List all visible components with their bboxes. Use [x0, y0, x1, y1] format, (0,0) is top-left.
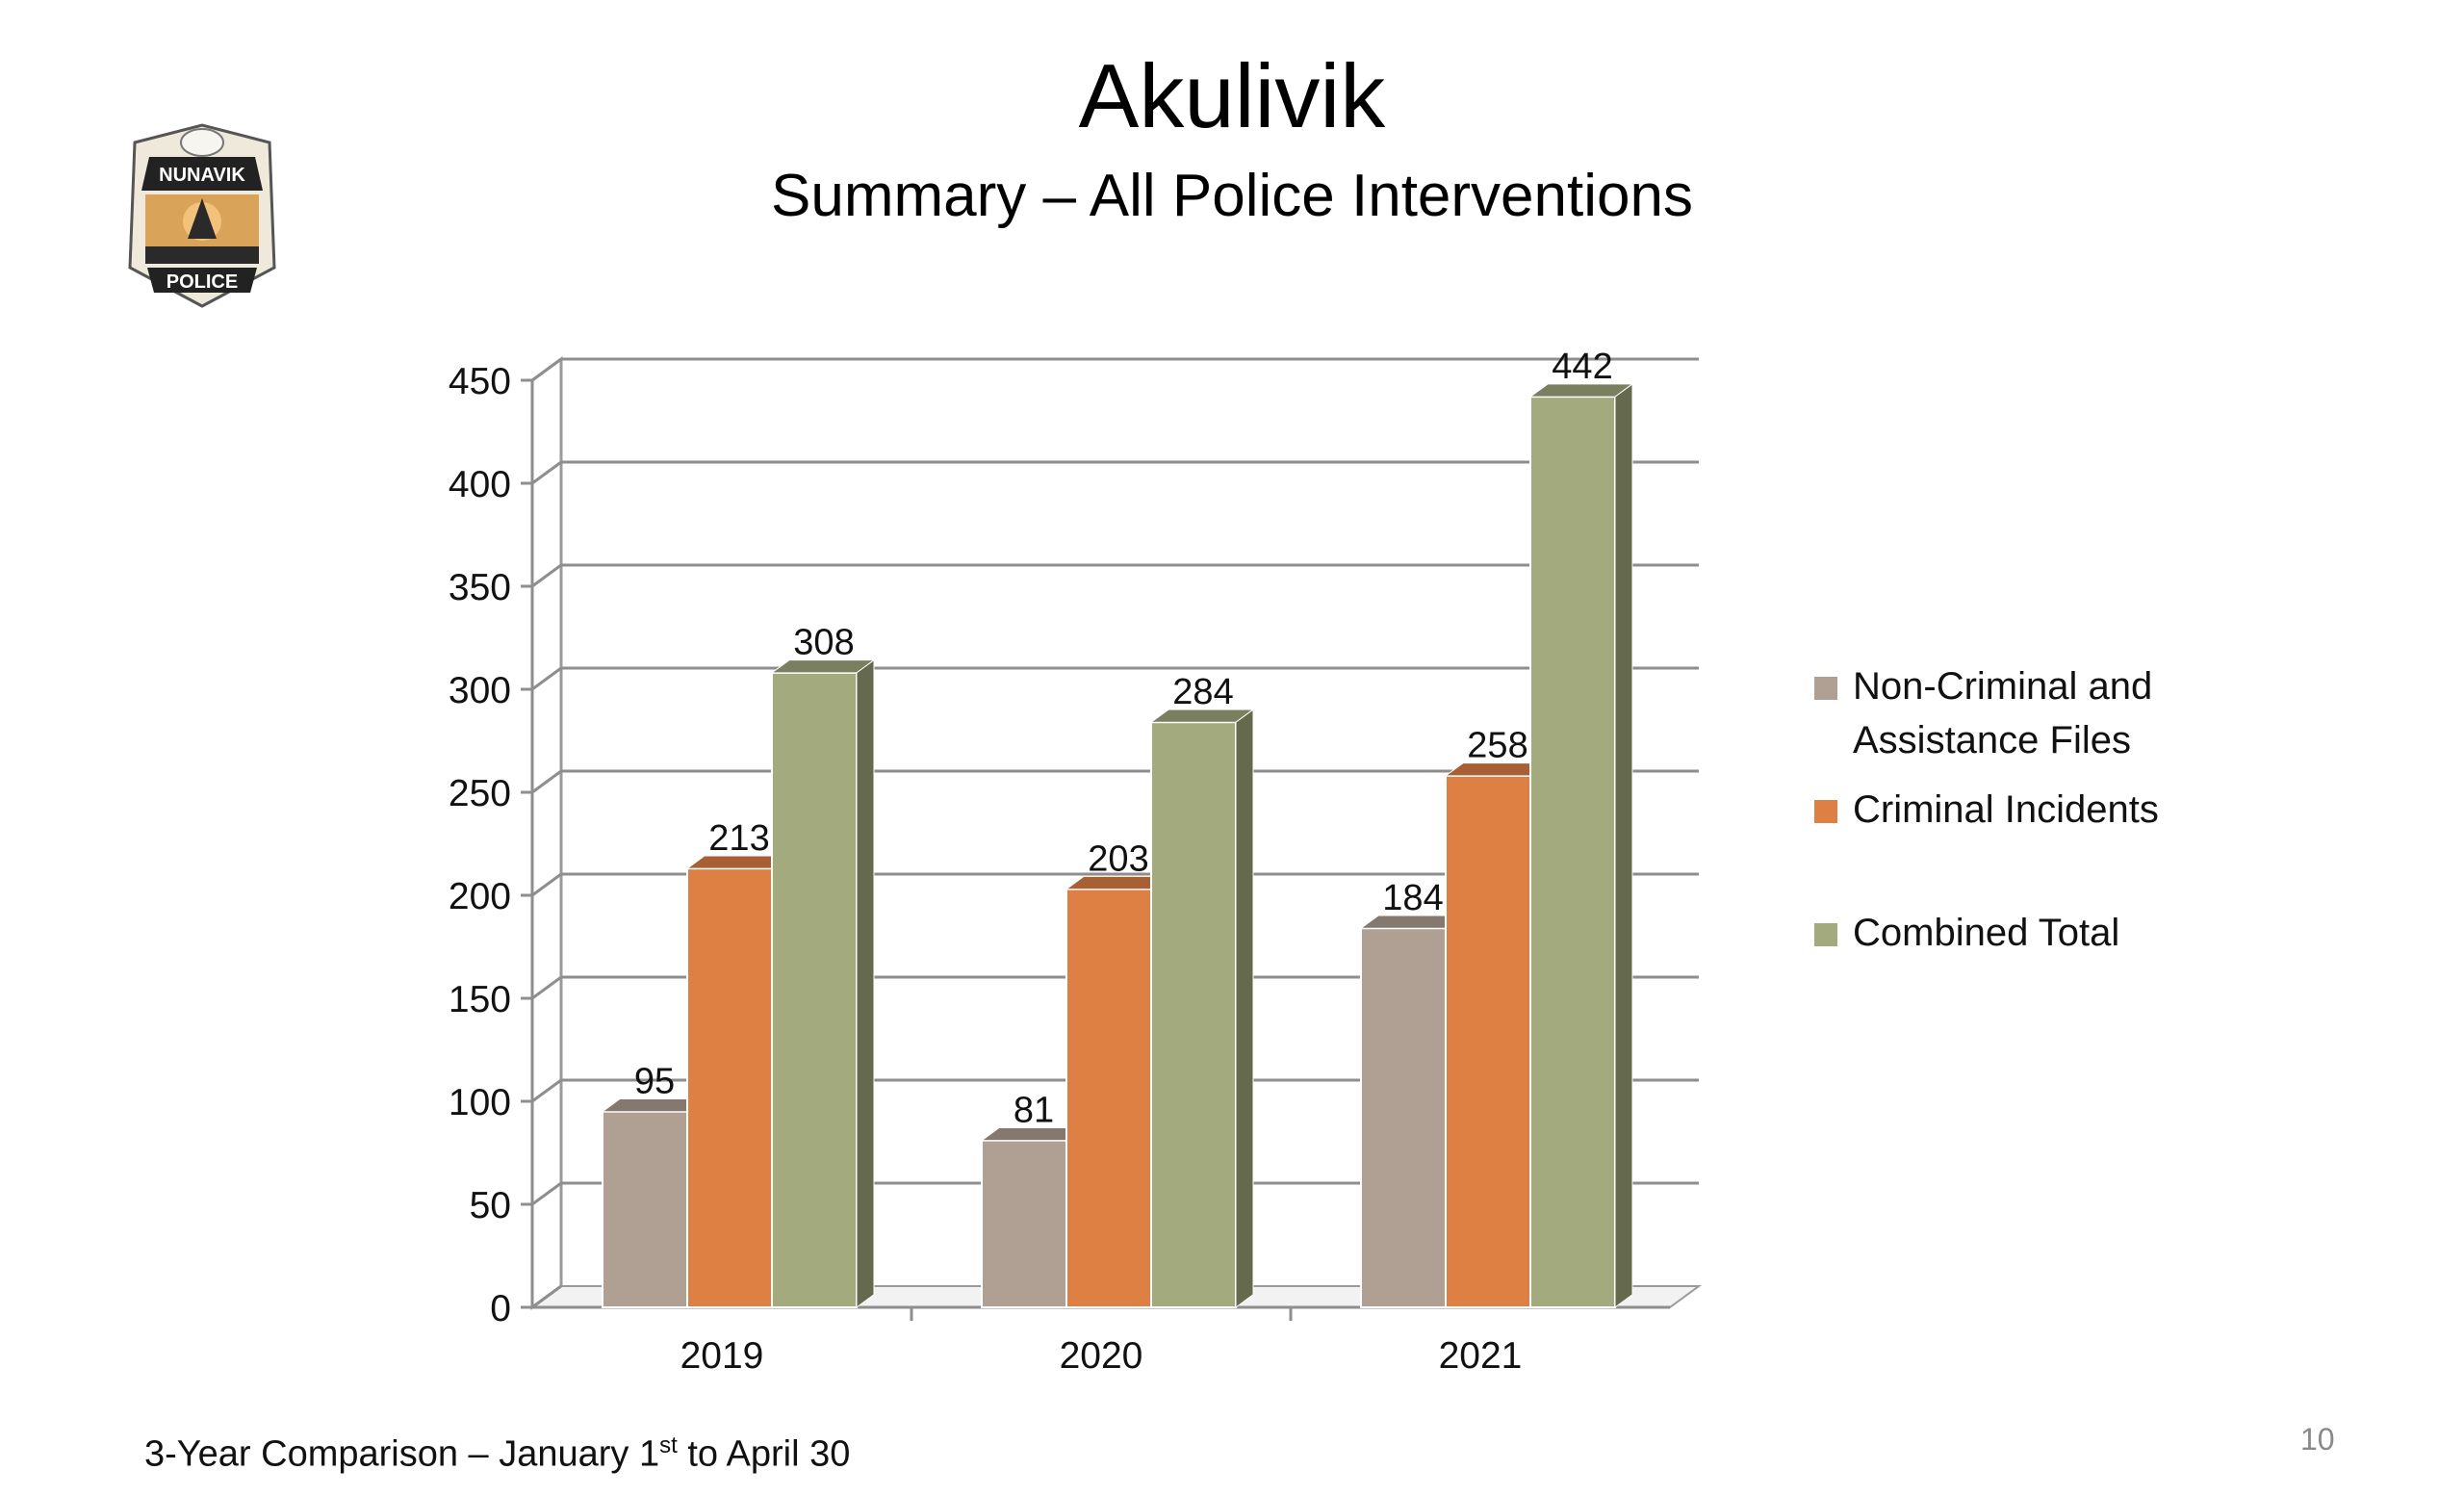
x-tick-label: 2021 — [1439, 1335, 1523, 1377]
gridline-diagonal — [531, 1284, 562, 1309]
nunavik-police-badge-icon: NUNAVIK POLICE — [128, 123, 276, 308]
page-number: 10 — [2300, 1422, 2335, 1457]
gridline-diagonal — [531, 666, 562, 691]
y-tick-label: 200 — [449, 876, 511, 917]
gridline-diagonal — [531, 357, 562, 382]
data-label: 203 — [1088, 838, 1148, 879]
y-tick-label: 150 — [449, 979, 511, 1020]
bar-front — [1529, 396, 1616, 1308]
bar-front — [771, 671, 858, 1308]
legend-label: Criminal Incidents — [1853, 788, 2159, 831]
y-tick-label: 400 — [449, 464, 511, 505]
bar-2019-3 — [770, 658, 876, 1308]
bar-side — [1235, 709, 1254, 1308]
bar-2019-1 — [601, 1098, 706, 1308]
y-tick-label: 300 — [449, 670, 511, 711]
y-tick-label: 100 — [449, 1082, 511, 1123]
y-tick-label: 450 — [449, 361, 511, 402]
bar-front — [1445, 774, 1531, 1308]
bar-2020-3 — [1149, 709, 1255, 1308]
bar-2021-3 — [1528, 382, 1634, 1308]
bar-front — [981, 1139, 1067, 1309]
bar-side — [856, 658, 875, 1308]
bar-side — [1614, 382, 1633, 1308]
legend-swatch — [1814, 800, 1837, 823]
bar-front — [1150, 721, 1237, 1308]
data-label: 184 — [1382, 878, 1443, 918]
gridline-diagonal — [531, 1078, 562, 1103]
bar-2021-1 — [1359, 915, 1465, 1308]
x-tick-label: 2020 — [1060, 1335, 1143, 1377]
legend-label: Non-Criminal and Assistance Files — [1853, 665, 2153, 761]
bar-2020-2 — [1065, 875, 1170, 1309]
logo-bottom-text: POLICE — [167, 271, 238, 293]
y-tick-label: 250 — [449, 773, 511, 814]
gridline-diagonal — [531, 1181, 562, 1206]
bar-front — [686, 867, 773, 1308]
gridline-diagonal — [531, 872, 562, 897]
legend-swatch — [1814, 677, 1837, 700]
gridline-diagonal — [531, 563, 562, 588]
data-label: 95 — [634, 1062, 675, 1102]
page-subtitle: Summary – All Police Interventions — [771, 163, 1693, 229]
footer-suffix: to April 30 — [677, 1433, 851, 1475]
data-label: 258 — [1467, 726, 1527, 766]
bar-front — [1360, 927, 1447, 1308]
footer-note: 3-Year Comparison – January 1st to April… — [144, 1432, 850, 1476]
y-tick-label: 0 — [490, 1288, 511, 1329]
data-label: 213 — [708, 818, 769, 859]
y-tick-label: 350 — [449, 567, 511, 608]
legend-label: Combined Total — [1853, 912, 2120, 954]
data-label: 442 — [1552, 347, 1612, 387]
data-label: 284 — [1172, 672, 1233, 712]
gridline-diagonal — [531, 460, 562, 485]
bar-2021-2 — [1444, 762, 1550, 1308]
x-tick-label: 2019 — [680, 1335, 764, 1377]
gridline-diagonal — [531, 975, 562, 1000]
bar-front — [602, 1110, 688, 1308]
side-wall — [530, 356, 563, 1310]
logo-top-text: NUNAVIK — [159, 165, 245, 186]
page-title: Akulivik — [1078, 45, 1386, 146]
gridline-diagonal — [531, 769, 562, 794]
footer-prefix: 3-Year Comparison – January 1 — [144, 1433, 660, 1475]
data-label: 81 — [1014, 1090, 1054, 1130]
legend-swatch — [1814, 923, 1837, 946]
bar-front — [1065, 888, 1152, 1309]
y-tick-label: 50 — [470, 1185, 511, 1226]
bar-2020-1 — [980, 1126, 1086, 1309]
data-label: 308 — [793, 623, 854, 663]
bar-2019-2 — [685, 855, 791, 1308]
footer-superscript: st — [659, 1432, 678, 1458]
